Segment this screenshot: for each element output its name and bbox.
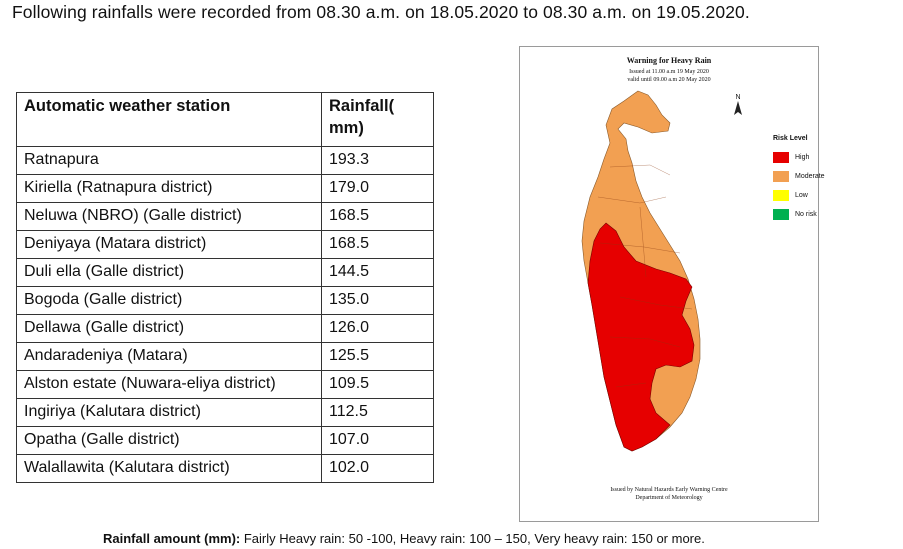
- station-cell: Dellawa (Galle district): [16, 314, 322, 343]
- legend-label: Low: [795, 192, 808, 199]
- map-department: Department of Meteorology: [635, 495, 703, 501]
- station-cell: Duli ella (Galle district): [16, 258, 322, 287]
- table-row: Ratnapura 193.3: [16, 146, 434, 175]
- station-cell: Bogoda (Galle district): [16, 286, 322, 315]
- station-cell: Opatha (Galle district): [16, 426, 322, 455]
- map-issuer: Issued by Natural Hazards Early Warning …: [610, 487, 728, 493]
- legend-item-low: Low: [773, 186, 825, 205]
- table-row: Andaradeniya (Matara) 125.5: [16, 342, 434, 371]
- station-cell: Kiriella (Ratnapura district): [16, 174, 322, 203]
- rainfall-cell: 168.5: [321, 202, 434, 231]
- station-cell: Walallawita (Kalutara district): [16, 454, 322, 483]
- risk-legend: Risk Level High Moderate Low No risk: [773, 135, 825, 224]
- legend-label: No risk: [795, 211, 817, 218]
- legend-swatch: [773, 209, 789, 220]
- rainfall-cell: 112.5: [321, 398, 434, 427]
- table-header-row: Automatic weather station Rainfall( mm): [16, 92, 434, 147]
- station-cell: Alston estate (Nuwara-eliya district): [16, 370, 322, 399]
- north-label: N: [735, 94, 741, 101]
- rainfall-cell: 125.5: [321, 342, 434, 371]
- station-column-header: Automatic weather station: [16, 92, 322, 147]
- station-cell: Andaradeniya (Matara): [16, 342, 322, 371]
- station-cell: Ratnapura: [16, 146, 322, 175]
- table-row: Opatha (Galle district) 107.0: [16, 426, 434, 455]
- north-arrow-icon: [734, 101, 742, 115]
- rainfall-cell: 144.5: [321, 258, 434, 287]
- rainfall-cell: 193.3: [321, 146, 434, 175]
- rainfall-cell: 135.0: [321, 286, 434, 315]
- note-text: Fairly Heavy rain: 50 -100, Heavy rain: …: [240, 531, 705, 546]
- map-valid-until: valid until 09.00 a.m 20 May 2020: [627, 77, 711, 83]
- map-title: Warning for Heavy Rain: [626, 56, 712, 65]
- rainfall-cell: 107.0: [321, 426, 434, 455]
- legend-label: Moderate: [795, 173, 825, 180]
- table-row: Ingiriya (Kalutara district) 112.5: [16, 398, 434, 427]
- table-row: Neluwa (NBRO) (Galle district) 168.5: [16, 202, 434, 231]
- legend-title: Risk Level: [773, 135, 808, 142]
- table-row: Alston estate (Nuwara-eliya district) 109…: [16, 370, 434, 399]
- legend-swatch: [773, 171, 789, 182]
- rainfall-cell: 102.0: [321, 454, 434, 483]
- page-heading: Following rainfalls were recorded from 0…: [12, 2, 750, 22]
- legend-label: High: [795, 154, 810, 161]
- table-row: Bogoda (Galle district) 135.0: [16, 286, 434, 315]
- legend-item-moderate: Moderate: [773, 167, 825, 186]
- table-row: Kiriella (Ratnapura district) 179.0: [16, 174, 434, 203]
- rainfall-cell: 179.0: [321, 174, 434, 203]
- station-cell: Deniyaya (Matara district): [16, 230, 322, 259]
- warning-map-panel: Warning for Heavy Rain Issued at 11.00 a…: [519, 46, 825, 522]
- rainfall-cell: 109.5: [321, 370, 434, 399]
- rainfall-table: Automatic weather station Rainfall( mm) …: [16, 92, 434, 483]
- rainfall-definitions-note: Rainfall amount (mm): Fairly Heavy rain:…: [103, 531, 705, 546]
- rainfall-cell: 126.0: [321, 314, 434, 343]
- legend-item-no-risk: No risk: [773, 205, 825, 224]
- north-arrow: N: [730, 94, 746, 119]
- note-label: Rainfall amount (mm):: [103, 531, 241, 546]
- legend-swatch: [773, 190, 789, 201]
- legend-swatch: [773, 152, 789, 163]
- table-row: Duli ella (Galle district) 144.5: [16, 258, 434, 287]
- legend-item-high: High: [773, 148, 825, 167]
- station-cell: Neluwa (NBRO) (Galle district): [16, 202, 322, 231]
- table-row: Dellawa (Galle district) 126.0: [16, 314, 434, 343]
- sri-lanka-map: [581, 90, 701, 452]
- station-cell: Ingiriya (Kalutara district): [16, 398, 322, 427]
- table-row: Deniyaya (Matara district) 168.5: [16, 230, 434, 259]
- high-risk-region: [587, 222, 695, 452]
- rainfall-column-header: Rainfall( mm): [321, 92, 434, 147]
- map-issued-time: Issued at 11.00 a.m 19 May 2020: [629, 69, 709, 75]
- rainfall-cell: 168.5: [321, 230, 434, 259]
- table-row: Walallawita (Kalutara district) 102.0: [16, 454, 434, 483]
